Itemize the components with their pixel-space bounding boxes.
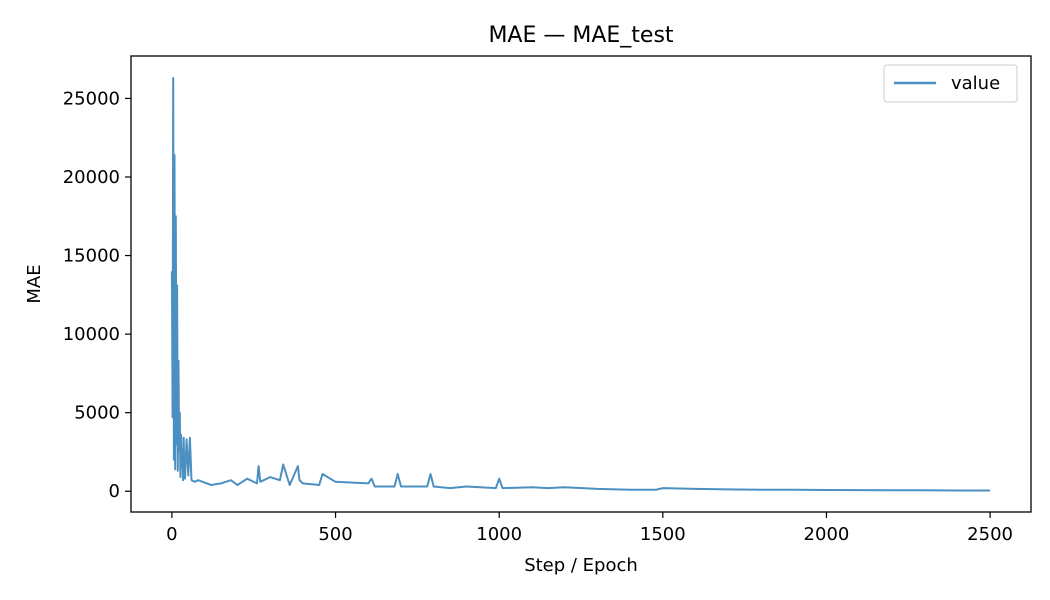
y-tick-label: 25000	[63, 88, 120, 109]
chart-title: MAE — MAE_test	[488, 23, 673, 48]
legend-box	[883, 64, 1018, 103]
x-tick-label: 500	[318, 524, 352, 545]
x-axis-label: Step / Epoch	[524, 555, 638, 576]
series-line-value	[170, 77, 991, 492]
x-tick-label: 2000	[804, 524, 850, 545]
y-tick-label: 15000	[63, 246, 120, 267]
y-axis: 0 5000 10000 15000 20000 25000	[63, 88, 131, 502]
x-tick-label: 1000	[476, 524, 522, 545]
x-tick-label: 2500	[967, 524, 1013, 545]
plot-area	[170, 77, 991, 492]
x-tick-label: 0	[166, 524, 177, 545]
y-tick-label: 5000	[74, 403, 120, 424]
legend-label-value: value	[951, 73, 1000, 94]
y-tick-label: 20000	[63, 167, 120, 188]
axes-frame	[130, 55, 1032, 513]
x-tick-label: 1500	[640, 524, 686, 545]
legend: value	[883, 64, 1018, 103]
y-tick-label: 10000	[63, 324, 120, 345]
y-tick-label: 0	[109, 481, 120, 502]
y-axis-label: MAE	[24, 264, 45, 303]
x-axis: 0 500 1000 1500 2000 2500	[166, 512, 1013, 545]
